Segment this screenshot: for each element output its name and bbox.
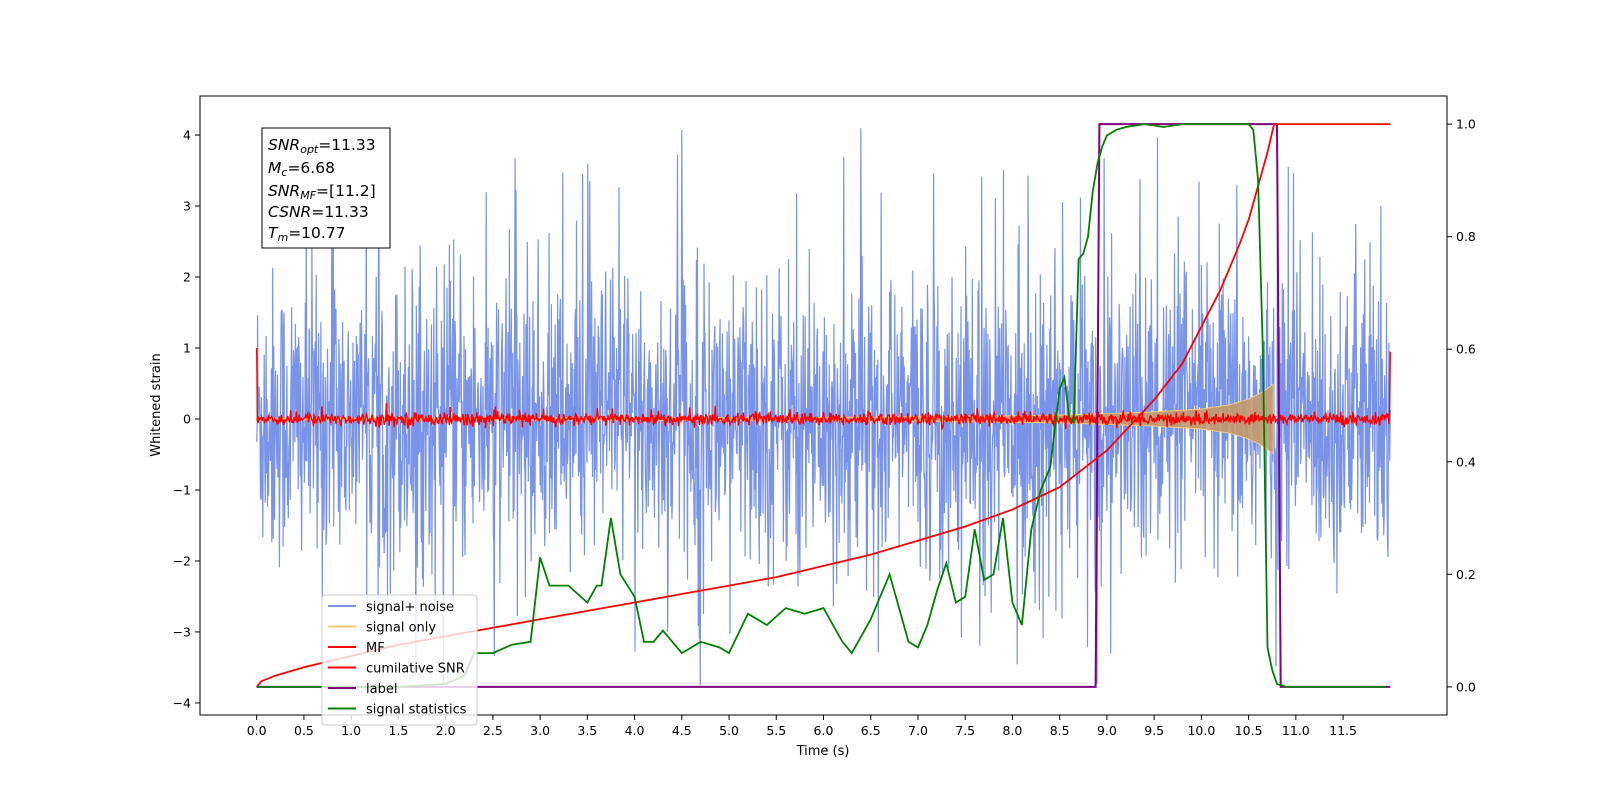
x-tick-label: 11.5 <box>1329 723 1357 738</box>
x-tick-label: 4.0 <box>625 723 645 738</box>
annotation-frame <box>261 127 391 249</box>
x-tick-label: 8.5 <box>1050 723 1070 738</box>
y-tick-label: 2 <box>183 270 191 285</box>
x-tick-label: 5.5 <box>766 723 786 738</box>
y-tick-label: 3 <box>183 199 191 214</box>
legend: signal+ noise signal only MF cumilative SNR… <box>321 594 478 726</box>
annotation-mc: Mc=6.68 <box>268 159 335 179</box>
x-tick-label: 1.5 <box>388 723 408 738</box>
x-tick-label: 2.0 <box>436 723 456 738</box>
y-axis-left: 4 3 2 1 0 −1 −2 −3 −4 <box>173 128 200 710</box>
y-tick-label: 1 <box>183 341 191 356</box>
legend-label: signal statistics <box>366 703 467 718</box>
x-tick-label: 3.0 <box>530 723 550 738</box>
y2-tick-label: 0.4 <box>1456 454 1476 469</box>
legend-label: label <box>366 682 397 697</box>
x-tick-label: 8.0 <box>1002 723 1022 738</box>
x-tick-label: 9.0 <box>1097 723 1117 738</box>
x-axis: 0.0 0.5 1.0 1.5 2.0 2.5 3.0 3.5 4.0 4.5 5.0 5.5 6.0 6… <box>247 715 1357 738</box>
series-mf <box>256 347 1392 430</box>
annotation-snr-opt: SNRopt=11.33 <box>268 136 376 156</box>
y-tick-label: −1 <box>173 482 191 497</box>
x-tick-label: 6.5 <box>861 723 881 738</box>
x-tick-label: 10.0 <box>1187 723 1215 738</box>
y2-tick-label: 0.0 <box>1456 679 1476 694</box>
x-tick-label: 0.0 <box>247 723 267 738</box>
series-signal-noise <box>256 128 1391 686</box>
x-tick-label: 0.5 <box>294 723 314 738</box>
legend-label: signal+ noise <box>366 600 454 615</box>
legend-frame <box>321 594 478 726</box>
legend-label: signal only <box>366 621 436 636</box>
y2-tick-label: 1.0 <box>1456 117 1476 132</box>
x-tick-label: 3.5 <box>577 723 597 738</box>
y2-tick-label: 0.6 <box>1456 342 1476 357</box>
annotation-csnr: CSNR=11.33 <box>268 203 369 221</box>
x-tick-label: 1.0 <box>341 723 361 738</box>
x-axis-label: Time (s) <box>796 744 850 759</box>
y2-tick-label: 0.8 <box>1456 229 1476 244</box>
annotation-snr-mf: SNRMF=[11.2] <box>268 182 376 202</box>
y-tick-label: −3 <box>173 624 191 639</box>
x-tick-label: 9.5 <box>1144 723 1164 738</box>
annotation-tm: Tm=10.77 <box>268 224 346 244</box>
legend-label: MF <box>366 641 385 656</box>
annotation-box: SNRopt=11.33 Mc=6.68 SNRMF=[11.2] CSNR=1… <box>261 127 391 249</box>
y-tick-label: −4 <box>173 695 191 710</box>
x-tick-label: 7.0 <box>908 723 928 738</box>
x-tick-label: 5.0 <box>719 723 739 738</box>
x-tick-label: 10.5 <box>1235 723 1263 738</box>
y-tick-label: −2 <box>173 553 191 568</box>
y-tick-label: 4 <box>183 128 191 143</box>
x-tick-label: 7.5 <box>955 723 975 738</box>
y2-tick-label: 0.2 <box>1456 567 1476 582</box>
y-tick-label: 0 <box>183 411 191 426</box>
x-tick-label: 6.0 <box>814 723 834 738</box>
series-signal-statistics <box>256 123 1386 688</box>
y-axis-right: 1.0 0.8 0.6 0.4 0.2 0.0 <box>1447 117 1476 694</box>
x-tick-label: 2.5 <box>483 723 503 738</box>
y-axis-label: Whitened strain <box>149 353 164 456</box>
legend-label: cumilative SNR <box>366 662 465 677</box>
x-tick-label: 4.5 <box>672 723 692 738</box>
x-tick-label: 11.0 <box>1282 723 1310 738</box>
